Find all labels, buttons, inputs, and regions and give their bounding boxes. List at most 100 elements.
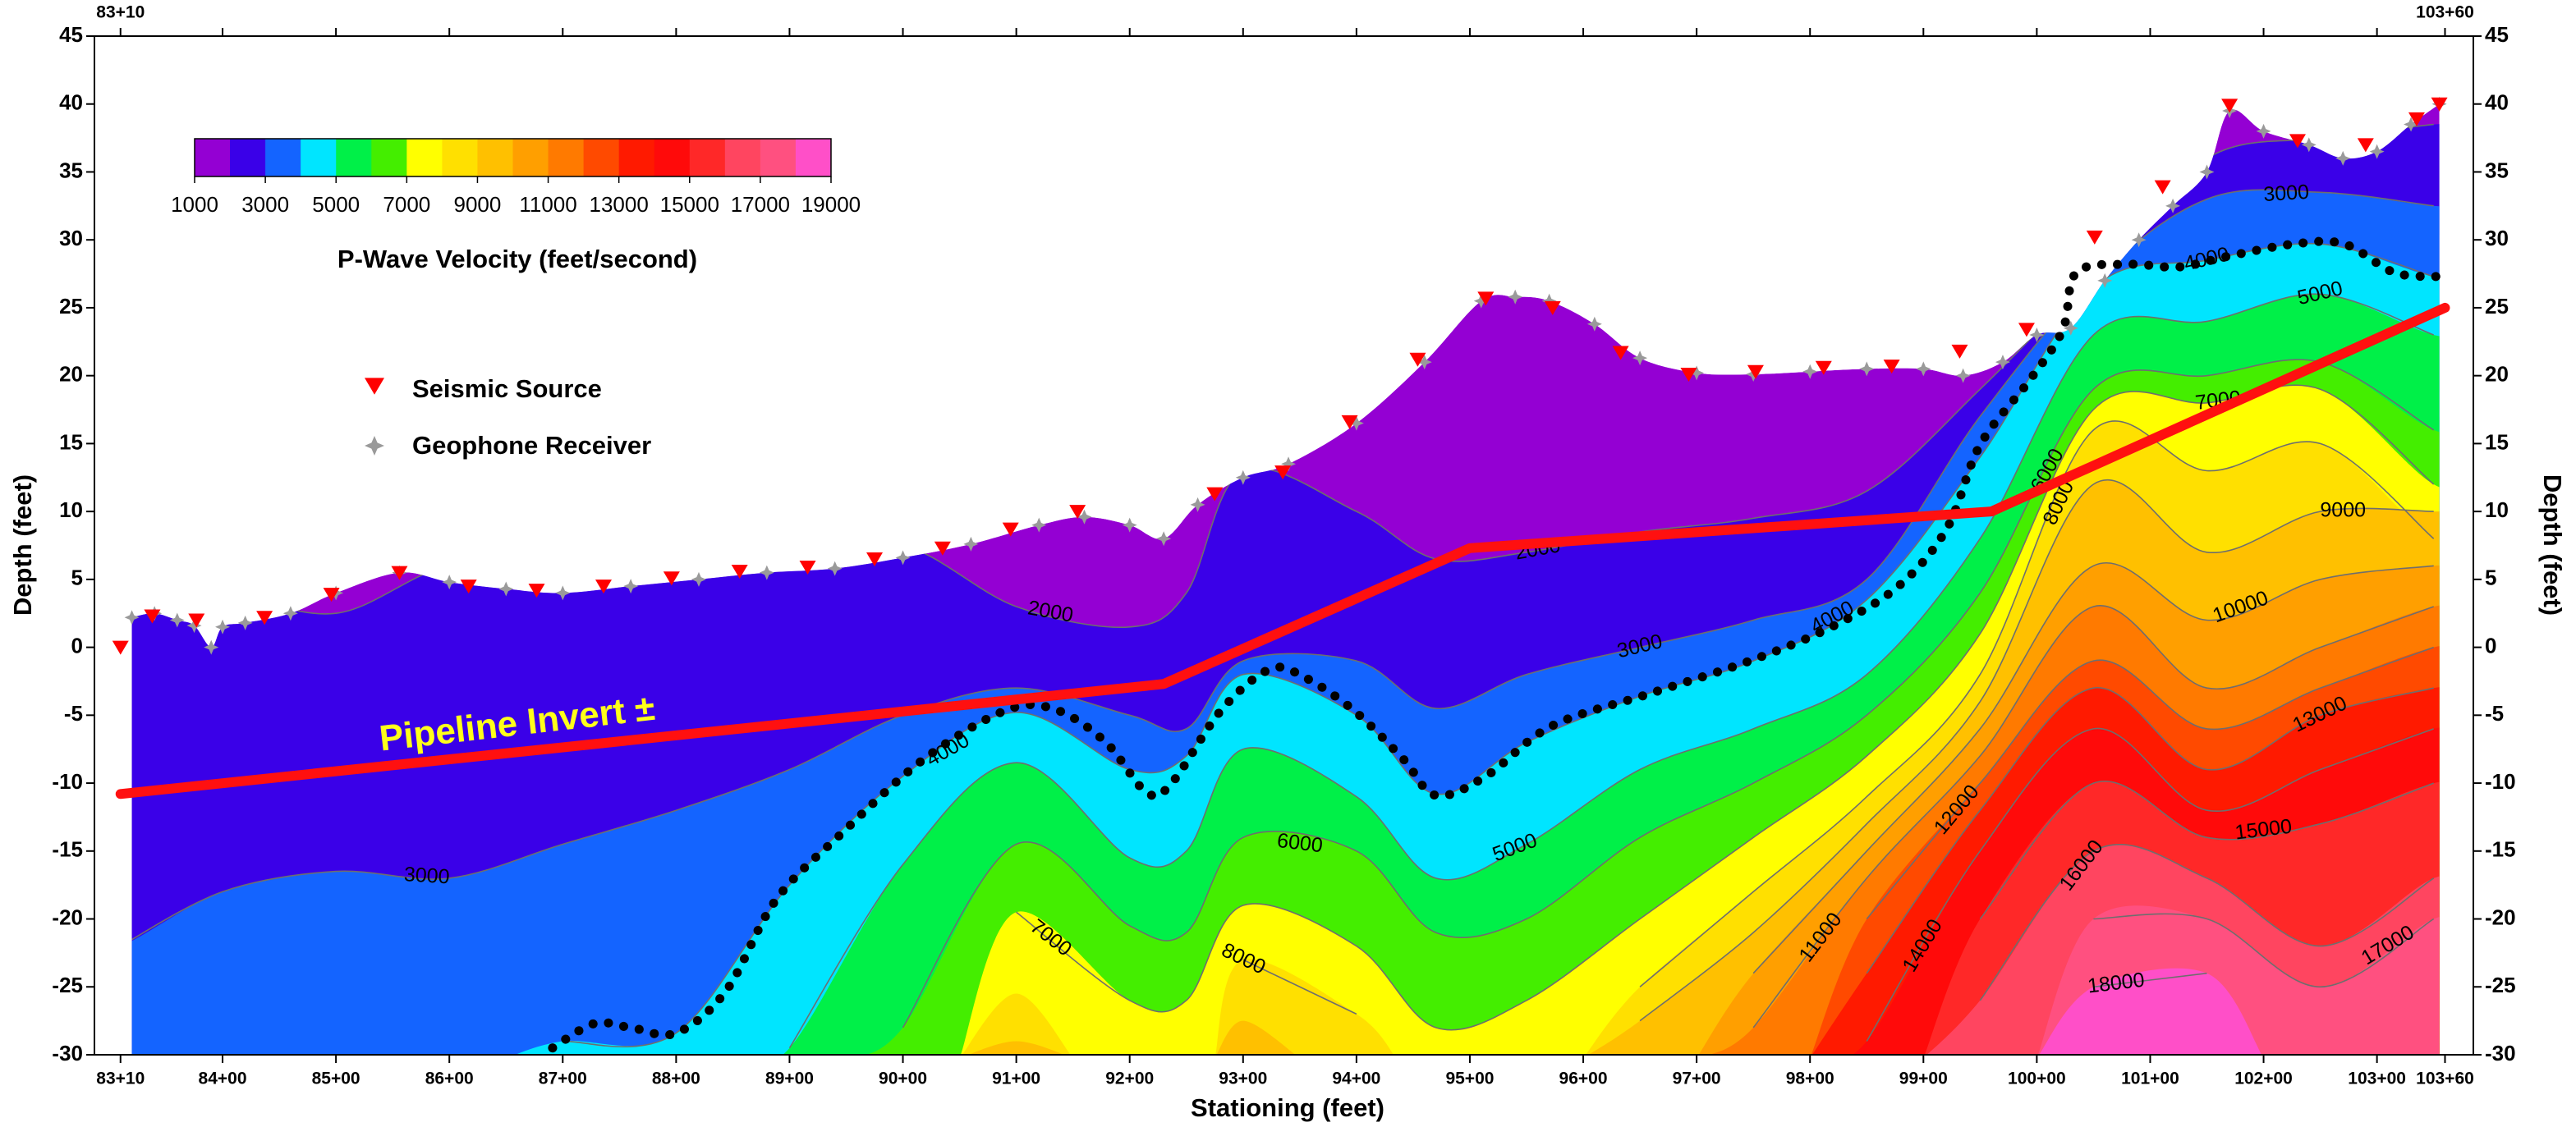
colorbar-band — [301, 139, 337, 176]
x-tick-label: 103+60 — [2416, 1070, 2474, 1088]
seismic-source — [799, 560, 816, 575]
legend-marker — [365, 378, 384, 395]
geophone — [555, 585, 571, 601]
x-tick-label: 93+00 — [1219, 1070, 1267, 1088]
contour-line — [2093, 913, 2435, 988]
colorbar-tick-label: 9000 — [454, 192, 502, 217]
colorbar-tick-label: 15000 — [660, 192, 719, 217]
x-tick-label: 95+00 — [1445, 1070, 1494, 1088]
y2-tick-label: 15 — [2485, 429, 2509, 454]
y2-tick-label: -5 — [2485, 701, 2504, 726]
seismic-source — [1951, 344, 1968, 359]
seismic-source — [188, 613, 205, 628]
x-tick-label: 86+00 — [425, 1070, 474, 1088]
colorbar-band — [795, 139, 832, 176]
y2-tick-label: 10 — [2485, 497, 2509, 522]
colorbar-title: P-Wave Velocity (feet/second) — [337, 245, 697, 273]
geophone — [2335, 150, 2351, 166]
colorbar-tick-label: 3000 — [241, 192, 289, 217]
geophone — [204, 639, 219, 655]
geophone — [2199, 164, 2215, 180]
contour-line — [1979, 843, 2435, 1001]
x2-tick-label: 83+10 — [96, 3, 145, 22]
colorbar-tick-label: 13000 — [590, 192, 649, 217]
seismic-source — [934, 541, 951, 556]
geophone — [1955, 368, 1971, 383]
colorbar-band — [512, 139, 549, 176]
geophone — [1473, 293, 1489, 309]
y-tick-label: 40 — [59, 90, 83, 115]
x-tick-label: 100+00 — [2008, 1070, 2066, 1088]
contour-line — [1752, 604, 2434, 1029]
geophone — [827, 561, 843, 576]
y2-tick-label: 35 — [2485, 158, 2509, 182]
seismic-source — [1206, 487, 1224, 502]
y-tick-label: 5 — [71, 566, 83, 590]
seismic-source — [1409, 352, 1426, 367]
geophone — [2063, 320, 2078, 336]
seismic-source — [2408, 112, 2425, 126]
x2-tick-label: 103+60 — [2416, 3, 2474, 22]
geophone — [963, 536, 979, 552]
y2-tick-label: 45 — [2485, 22, 2509, 47]
seismic-source — [391, 566, 408, 580]
geophone — [1417, 355, 1432, 370]
x-tick-label: 89+00 — [765, 1070, 814, 1088]
y2-tick-label: 30 — [2485, 226, 2509, 250]
geophone — [2029, 328, 2045, 343]
y2-tick-label: 20 — [2485, 362, 2509, 387]
plot-frame — [94, 35, 2474, 1056]
seismic-source — [528, 584, 545, 598]
geophone — [1077, 509, 1092, 525]
geophone — [2256, 123, 2271, 139]
colorbar-band — [230, 139, 266, 176]
colorbar-band — [760, 139, 797, 176]
contour-line — [1242, 959, 1357, 1015]
seismic-source — [323, 588, 340, 602]
colorbar-band — [336, 139, 372, 176]
y-tick-label: -15 — [52, 837, 83, 862]
geophone — [2404, 117, 2419, 132]
seismic-source — [1274, 465, 1292, 480]
contour-line — [1866, 687, 2434, 974]
colorbar-band — [654, 139, 691, 176]
x-tick-label: 90+00 — [879, 1070, 927, 1088]
contour-line — [788, 293, 2434, 1049]
colorbar-band — [618, 139, 655, 176]
y-tick-label: 0 — [71, 633, 83, 657]
colorbar-tick-label: 17000 — [731, 192, 790, 217]
contour-band — [959, 1041, 1073, 1056]
colorbar-band — [442, 139, 478, 176]
colorbar-tick-label: 19000 — [801, 192, 861, 217]
geophone — [124, 610, 140, 625]
geophone — [282, 606, 298, 621]
geophone — [1348, 415, 1364, 431]
seismic-source — [2289, 134, 2306, 149]
seismic-source — [1477, 291, 1495, 306]
contour-line — [1639, 420, 2435, 987]
geophone — [1508, 289, 1523, 305]
x-tick-label: 88+00 — [652, 1070, 700, 1088]
contour-label: 9000 — [2320, 499, 2366, 522]
y-tick-label: 45 — [59, 22, 83, 47]
contour-line — [1752, 562, 2434, 974]
seismic-source — [1069, 505, 1086, 520]
x-tick-label: 98+00 — [1786, 1070, 1834, 1088]
seismic-source — [460, 580, 477, 594]
geophone — [1916, 361, 1931, 377]
colorbar-tick-label: 5000 — [312, 192, 360, 217]
colorbar-tick-label: 11000 — [519, 192, 576, 217]
seismic-source — [1815, 360, 1832, 375]
x-tick-label: 84+00 — [199, 1070, 247, 1088]
geophone — [2131, 232, 2147, 248]
geophone — [237, 615, 253, 630]
seismic-source — [866, 552, 884, 567]
y-axis-title: Depth (feet) — [8, 474, 37, 616]
x-tick-label: 102+00 — [2234, 1070, 2293, 1088]
contour-label: 6000 — [1276, 829, 1325, 857]
seismic-source — [1680, 368, 1697, 383]
colorbar-band — [689, 139, 726, 176]
x-axis-title: Stationing (feet) — [1191, 1093, 1384, 1122]
geophone — [169, 612, 185, 628]
